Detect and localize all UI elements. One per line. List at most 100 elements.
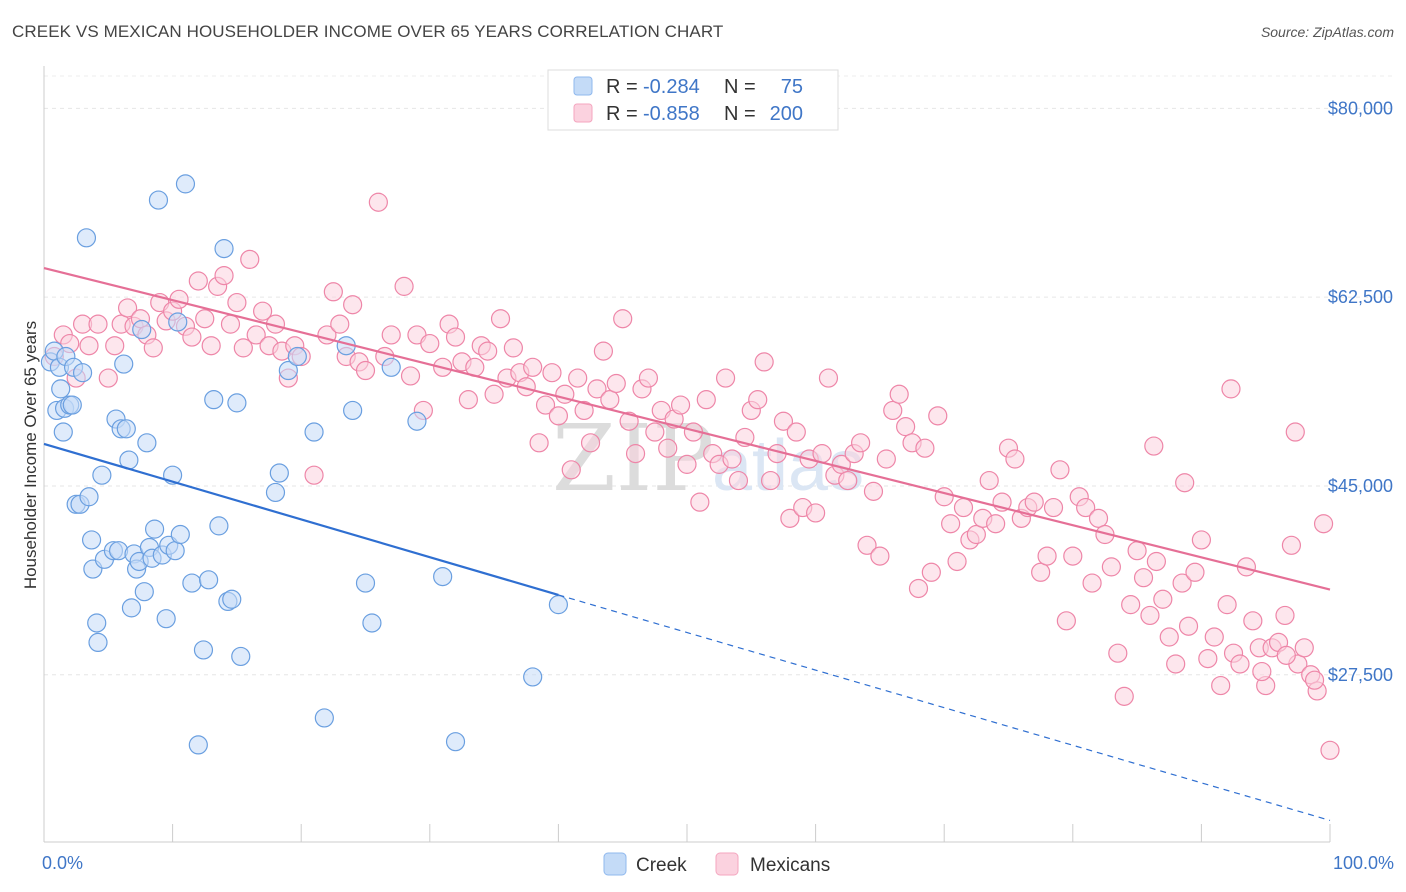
mexicans-point	[728, 470, 749, 491]
creek-point	[72, 363, 93, 383]
mexicans-point	[561, 460, 581, 480]
creek-point	[445, 732, 466, 752]
creek-point	[188, 735, 208, 755]
mexicans-point	[876, 449, 896, 469]
mexicans-point	[330, 314, 350, 334]
mexicans-point	[600, 390, 620, 410]
mexicans-point	[1185, 562, 1205, 582]
mexicans-point	[1043, 497, 1064, 518]
mexicans-point	[1133, 568, 1154, 588]
creek-point	[407, 411, 427, 431]
mexicans-point	[748, 390, 768, 410]
bottom-legend-creek: Creek	[636, 855, 687, 876]
mexicans-point	[947, 551, 967, 572]
mexicans-point	[548, 406, 569, 426]
x-tick-label-max: 100.0%	[1333, 853, 1394, 873]
bottom-legend-swatch-mexicans	[715, 852, 739, 876]
mexicans-point	[625, 444, 646, 464]
mexicans-point	[921, 562, 941, 582]
bottom-legend-mexicans: Mexicans	[750, 855, 830, 876]
mexicans-point	[1050, 460, 1070, 480]
y-tick-label: $45,000	[1328, 476, 1393, 496]
creek-point	[81, 530, 102, 550]
creek-point	[121, 598, 142, 618]
creek-point	[523, 667, 543, 687]
creek-point	[222, 589, 242, 609]
mexicans-point	[105, 336, 125, 356]
mexicans-point	[1063, 546, 1083, 566]
creek-point	[265, 482, 286, 503]
creek-point	[108, 541, 129, 561]
creek-point	[156, 609, 176, 629]
mexicans-point	[1172, 573, 1192, 593]
creek-point	[114, 354, 134, 374]
mexicans-point	[201, 336, 221, 356]
creek-point	[170, 524, 190, 545]
mexicans-point	[690, 492, 710, 512]
axes	[43, 66, 1331, 843]
mexicans-point	[568, 368, 588, 388]
mexicans-trend-line	[43, 266, 1331, 591]
creek-point	[314, 708, 334, 728]
mexicans-point	[754, 352, 774, 372]
mexicans-point	[838, 470, 858, 491]
y-tick-label: $62,500	[1328, 287, 1393, 307]
mexicans-point	[195, 309, 215, 329]
creek-point	[92, 465, 112, 485]
creek-point	[148, 190, 169, 210]
mexicans-point	[523, 357, 543, 377]
mexicans-point	[677, 454, 697, 474]
mexicans-point	[1056, 611, 1076, 631]
creek-point	[168, 312, 188, 332]
mexicans-point	[79, 336, 99, 356]
creek-point	[209, 516, 229, 536]
mexicans-point	[368, 192, 388, 212]
mexicans-point	[670, 395, 691, 415]
mexicans-point	[220, 314, 241, 334]
mexicans-point	[117, 298, 138, 318]
creek-point	[132, 319, 152, 340]
mexicans-point	[1108, 643, 1128, 663]
creek-point	[144, 519, 165, 539]
mexicans-point	[1024, 492, 1044, 512]
mexicans-point	[323, 282, 343, 302]
creek-point	[362, 613, 382, 633]
mexicans-point	[98, 368, 118, 388]
bottom-legend: Creek Mexicans	[603, 852, 830, 876]
mexicans-point	[88, 314, 108, 334]
creek-point	[269, 463, 289, 483]
mexicans-point	[645, 422, 665, 442]
mexicans-point	[1144, 436, 1164, 456]
mexicans-point	[908, 578, 929, 599]
mexicans-point	[857, 535, 877, 555]
mexicans-point	[1076, 497, 1096, 518]
legend-n-label-2: N =	[724, 103, 756, 125]
mexicans-point	[979, 470, 999, 491]
mexicans-point	[143, 338, 163, 358]
legend-r-value-2: -0.858	[643, 103, 700, 125]
legend-box	[547, 69, 839, 131]
mexicans-point	[606, 373, 626, 394]
mexicans-point	[227, 292, 247, 313]
mexicans-point	[1221, 379, 1241, 399]
mexicans-point	[619, 411, 639, 431]
creek-point	[548, 595, 569, 615]
creek-point	[278, 360, 298, 381]
mexicans-point	[214, 265, 234, 286]
mexicans-point	[1313, 514, 1334, 534]
mexicans-point	[1304, 670, 1325, 690]
mexicans-point	[928, 406, 948, 426]
creek-point	[116, 419, 136, 439]
mexicans-point	[638, 368, 659, 388]
mexicans-point	[484, 384, 504, 404]
mexicans-point	[805, 503, 826, 523]
mexicans-point	[394, 276, 414, 296]
mexicans-point	[503, 338, 523, 358]
legend-r-label-1: R =	[606, 76, 638, 98]
mexicans-point	[445, 327, 466, 347]
mexicans-point	[1114, 686, 1134, 706]
mexicans-point	[240, 249, 260, 270]
creek-point	[287, 346, 307, 367]
mexicans-point	[233, 338, 253, 358]
